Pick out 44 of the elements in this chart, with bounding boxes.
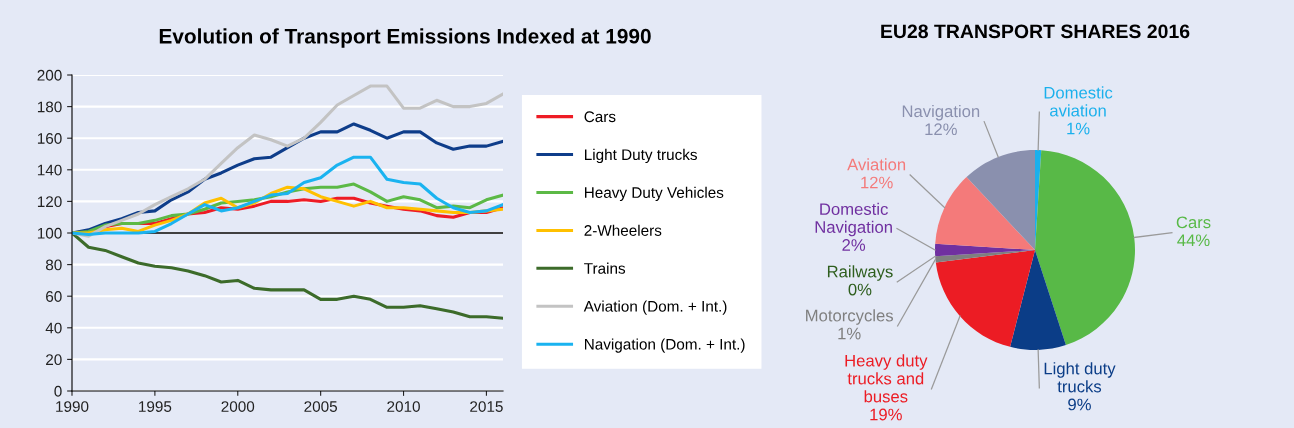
y-tick-label: 160 — [37, 133, 62, 144]
legend-label: Cars — [584, 111, 616, 123]
data-label: 9% — [1068, 398, 1091, 411]
y-tick-label: 80 — [45, 259, 62, 271]
legend-label: 2-Wheelers — [584, 224, 662, 236]
slice-label: Light duty trucks — [1044, 362, 1116, 393]
chart-title: Evolution of Transport Emissions Indexed at 1990 — [159, 28, 651, 48]
slice-label: Aviation — [847, 158, 906, 171]
y-tick-label: 60 — [46, 291, 62, 302]
x-tick-label: 1990 — [56, 401, 89, 412]
legend-label: Trains — [584, 262, 626, 274]
slice-label: Domestic aviation — [1044, 86, 1113, 117]
y-tick-label: 140 — [37, 164, 62, 176]
x-tick-label: 1995 — [139, 401, 172, 412]
y-tick-label: 20 — [46, 354, 62, 366]
y-tick-label: 180 — [37, 101, 62, 113]
legend-label: Light Duty trucks — [585, 148, 697, 164]
legend-label: Heavy Duty Vehicles — [585, 186, 724, 201]
y-tick-label: 100 — [37, 227, 62, 239]
data-label: 1% — [1067, 122, 1090, 135]
data-label: 12% — [861, 176, 893, 189]
slice-label: Navigation — [902, 104, 980, 121]
x-tick-label: 2010 — [387, 401, 420, 412]
data-label: 12% — [925, 123, 957, 136]
chart-title: EU28 TRANSPORT SHARES 2016 — [881, 24, 1190, 39]
x-tick-label: 2015 — [470, 401, 503, 412]
y-tick-label: 200 — [37, 69, 62, 81]
y-tick-label: 40 — [45, 322, 62, 334]
legend-label: Navigation (Dom. + Int.) — [585, 338, 745, 353]
slice-label: Cars — [1176, 216, 1211, 229]
y-tick-label: 120 — [37, 196, 62, 208]
y-tick-label: 0 — [54, 385, 62, 397]
x-tick-label: 2005 — [304, 401, 338, 412]
data-label: 2% — [842, 239, 866, 251]
text: 0% — [848, 283, 872, 296]
x-tick-label: 2000 — [221, 401, 255, 412]
data-label: 44% — [1177, 234, 1210, 247]
slice-label: Heavy duty trucks and buses — [845, 354, 928, 403]
data-label: 19% — [870, 408, 902, 421]
slice-label: Domestic Navigation — [815, 202, 892, 237]
slice-label: Motorcycles — [806, 309, 894, 325]
data-label: 1% — [838, 327, 861, 340]
legend-label: Railways — [827, 265, 893, 281]
legend-label: Aviation (Dom. + Int.) — [583, 300, 727, 315]
